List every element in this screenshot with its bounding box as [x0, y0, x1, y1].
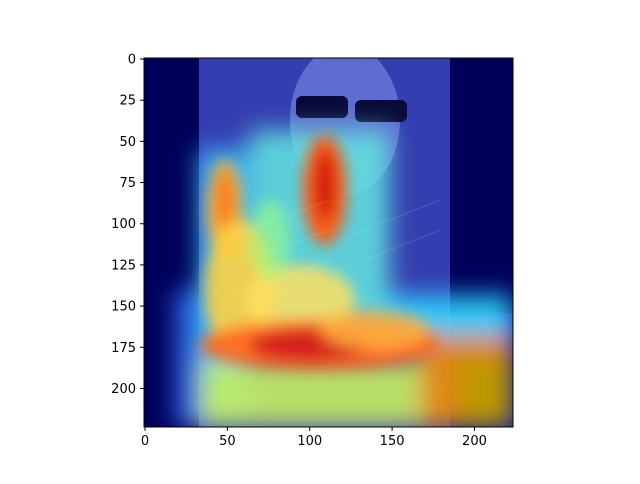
y-tick-label: 75: [119, 176, 136, 191]
x-tick-label: 0: [141, 434, 149, 449]
y-tick-label: 175: [111, 341, 136, 356]
y-tick-label: 150: [111, 300, 136, 315]
y-tick-label: 0: [128, 53, 136, 68]
plot-frame: [143, 57, 514, 428]
heatmap-image: [144, 58, 513, 427]
y-tick-label: 25: [119, 94, 136, 109]
y-tick-label: 50: [119, 135, 136, 150]
x-tick-label: 100: [297, 434, 322, 449]
x-axis: 0 50 100 150 200: [141, 427, 487, 449]
x-tick-label: 200: [462, 434, 487, 449]
y-axis: 0 25 50 75 100 125 150 175 200: [111, 53, 144, 397]
y-tick-label: 125: [111, 258, 136, 273]
y-tick-label: 200: [111, 382, 136, 397]
x-tick-label: 150: [380, 434, 405, 449]
y-tick-label: 100: [111, 217, 136, 232]
x-tick-label: 50: [219, 434, 236, 449]
